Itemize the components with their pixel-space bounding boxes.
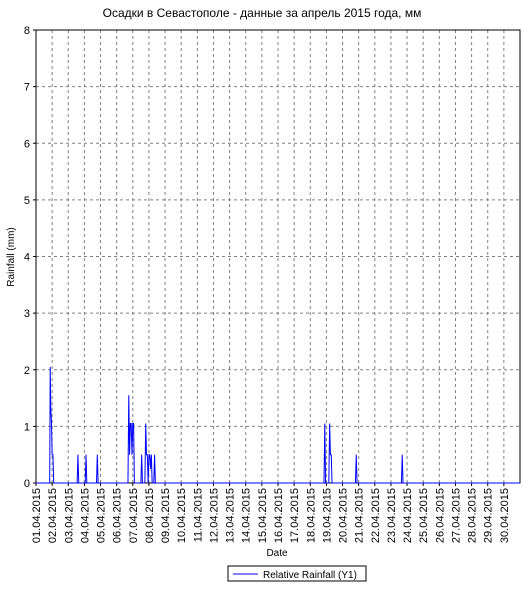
x-tick-label: 10.04.2015 bbox=[176, 488, 188, 543]
x-tick-label: 04.04.2015 bbox=[79, 488, 91, 543]
legend-label: Relative Rainfall (Y1) bbox=[263, 570, 357, 581]
y-axis-label: Rainfall (mm) bbox=[6, 227, 17, 286]
x-axis-label: Date bbox=[266, 548, 288, 559]
x-tick-label: 09.04.2015 bbox=[160, 488, 172, 543]
x-tick-label: 05.04.2015 bbox=[96, 488, 108, 543]
x-tick-label: 15.04.2015 bbox=[257, 488, 269, 543]
x-tick-label: 16.04.2015 bbox=[273, 488, 285, 543]
legend-box bbox=[227, 565, 367, 582]
y-tick-label: 3 bbox=[24, 308, 30, 320]
y-tick-label: 4 bbox=[24, 252, 30, 264]
y-tick-label: 1 bbox=[24, 421, 30, 433]
x-tick-label: 12.04.2015 bbox=[208, 488, 220, 543]
x-tick-label: 24.04.2015 bbox=[402, 488, 414, 543]
x-tick-label: 20.04.2015 bbox=[338, 488, 350, 543]
y-tick-label: 6 bbox=[24, 138, 30, 150]
y-tick-label: 8 bbox=[24, 25, 30, 37]
x-tick-label: 17.04.2015 bbox=[289, 488, 301, 543]
x-tick-label: 25.04.2015 bbox=[418, 488, 430, 543]
x-tick-label: 23.04.2015 bbox=[386, 488, 398, 543]
x-tick-label: 13.04.2015 bbox=[225, 488, 237, 543]
chart-title: Осадки в Севастополе - данные за апрель … bbox=[103, 6, 422, 20]
x-tick-label: 26.04.2015 bbox=[434, 488, 446, 543]
x-tick-label: 18.04.2015 bbox=[305, 488, 317, 543]
y-tick-label: 2 bbox=[24, 365, 30, 377]
x-tick-label: 08.04.2015 bbox=[144, 488, 156, 543]
x-tick-label: 30.04.2015 bbox=[499, 488, 511, 543]
x-tick-label: 02.04.2015 bbox=[47, 488, 59, 543]
x-tick-label: 06.04.2015 bbox=[112, 488, 124, 543]
x-tick-label: 28.04.2015 bbox=[467, 488, 479, 543]
x-tick-label: 21.04.2015 bbox=[354, 488, 366, 543]
x-tick-label: 27.04.2015 bbox=[450, 488, 462, 543]
x-tick-label: 14.04.2015 bbox=[241, 488, 253, 543]
x-tick-label: 22.04.2015 bbox=[370, 488, 382, 543]
x-tick-label: 01.04.2015 bbox=[31, 488, 43, 543]
data-line bbox=[36, 366, 520, 484]
y-tick-label: 5 bbox=[24, 195, 30, 207]
y-tick-label: 7 bbox=[24, 82, 30, 94]
y-tick-label: 0 bbox=[24, 478, 30, 490]
x-tick-label: 07.04.2015 bbox=[128, 488, 140, 543]
x-tick-label: 11.04.2015 bbox=[192, 488, 204, 542]
x-tick-label: 29.04.2015 bbox=[483, 488, 495, 543]
x-tick-label: 19.04.2015 bbox=[321, 488, 333, 543]
x-tick-label: 03.04.2015 bbox=[63, 488, 75, 543]
